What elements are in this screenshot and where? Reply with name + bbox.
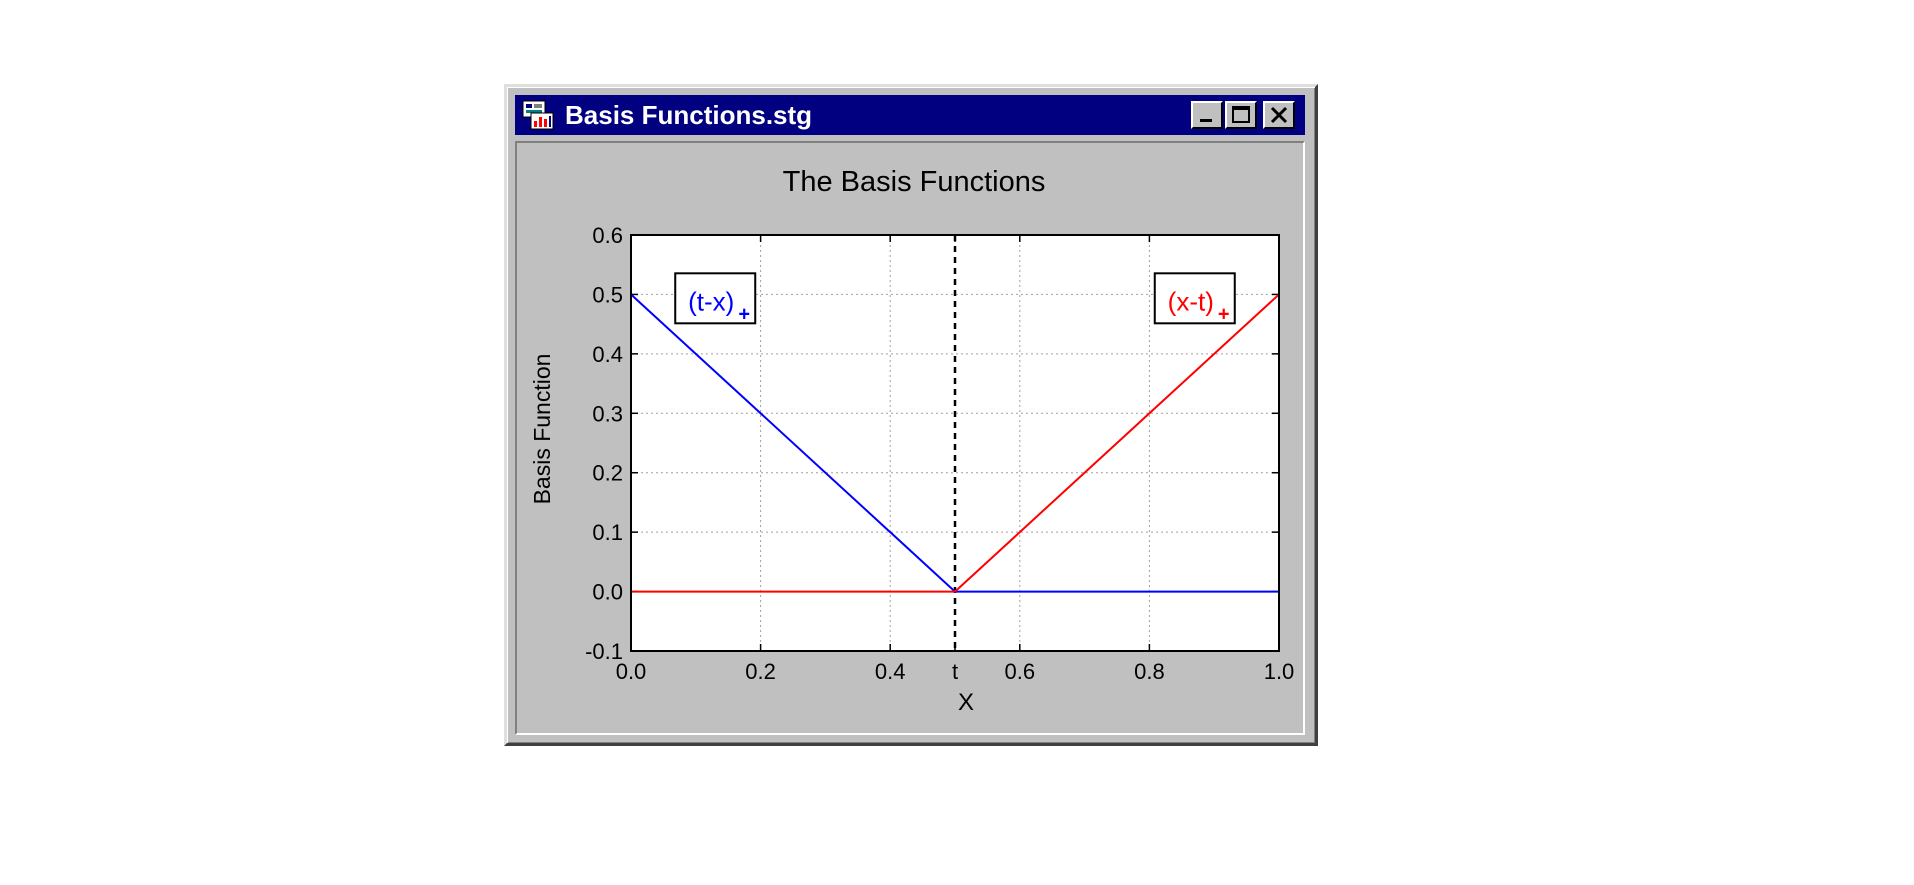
x-tick-label: 0.4 xyxy=(875,659,906,684)
close-button[interactable] xyxy=(1263,101,1295,129)
plot-frame xyxy=(630,234,1280,652)
x-tick-label: t xyxy=(952,659,958,684)
x-tick-label: 1.0 xyxy=(1264,659,1295,684)
window-title: Basis Functions.stg xyxy=(565,100,813,130)
close-icon xyxy=(1270,106,1288,124)
series-label-box xyxy=(674,272,757,325)
y-tick-label: 0.3 xyxy=(592,401,623,426)
x-axis-label: X xyxy=(958,689,974,716)
series-label-text: (t-x) xyxy=(688,286,734,316)
series-label-subscript: + xyxy=(738,303,750,325)
y-tick-label: -0.1 xyxy=(585,639,623,664)
y-tick-label: 0.6 xyxy=(592,223,623,248)
y-tick-label: 0.5 xyxy=(592,282,623,307)
graph-document-icon[interactable] xyxy=(521,99,555,131)
minimize-button[interactable] xyxy=(1191,101,1223,129)
x-tick-label: 0.2 xyxy=(745,659,776,684)
series-label-t-minus-x: (t-x) + xyxy=(674,272,757,325)
maximize-button[interactable] xyxy=(1225,101,1257,129)
series-label-subscript: + xyxy=(1218,303,1230,325)
x-tick-label: 0.0 xyxy=(616,659,647,684)
series-label-text: (x-t) xyxy=(1168,286,1214,316)
chart-title: The Basis Functions xyxy=(783,166,1046,198)
title-bar[interactable]: Basis Functions.stg xyxy=(515,95,1305,135)
chart-area: The Basis Functions Basis Function X 0.0… xyxy=(515,141,1305,735)
y-tick-label: 0.1 xyxy=(592,520,623,545)
series-line-x-minus-t xyxy=(631,293,1280,593)
series-label-x-minus-t: (x-t) + xyxy=(1153,272,1236,325)
y-tick-label: 0.0 xyxy=(592,580,623,605)
basis-functions-chart: The Basis Functions Basis Function X 0.0… xyxy=(529,166,1295,716)
y-tick-label: 0.4 xyxy=(592,342,623,367)
y-axis-label: Basis Function xyxy=(529,354,555,505)
minimize-icon xyxy=(1200,119,1212,122)
x-tick-label: 0.6 xyxy=(1005,659,1036,684)
x-tick-label: 0.8 xyxy=(1134,659,1165,684)
y-tick-label: 0.2 xyxy=(592,461,623,486)
maximize-icon xyxy=(1232,106,1250,123)
series-label-box xyxy=(1153,272,1236,325)
graph-window: Basis Functions.stg The Basis Functions … xyxy=(504,84,1318,746)
